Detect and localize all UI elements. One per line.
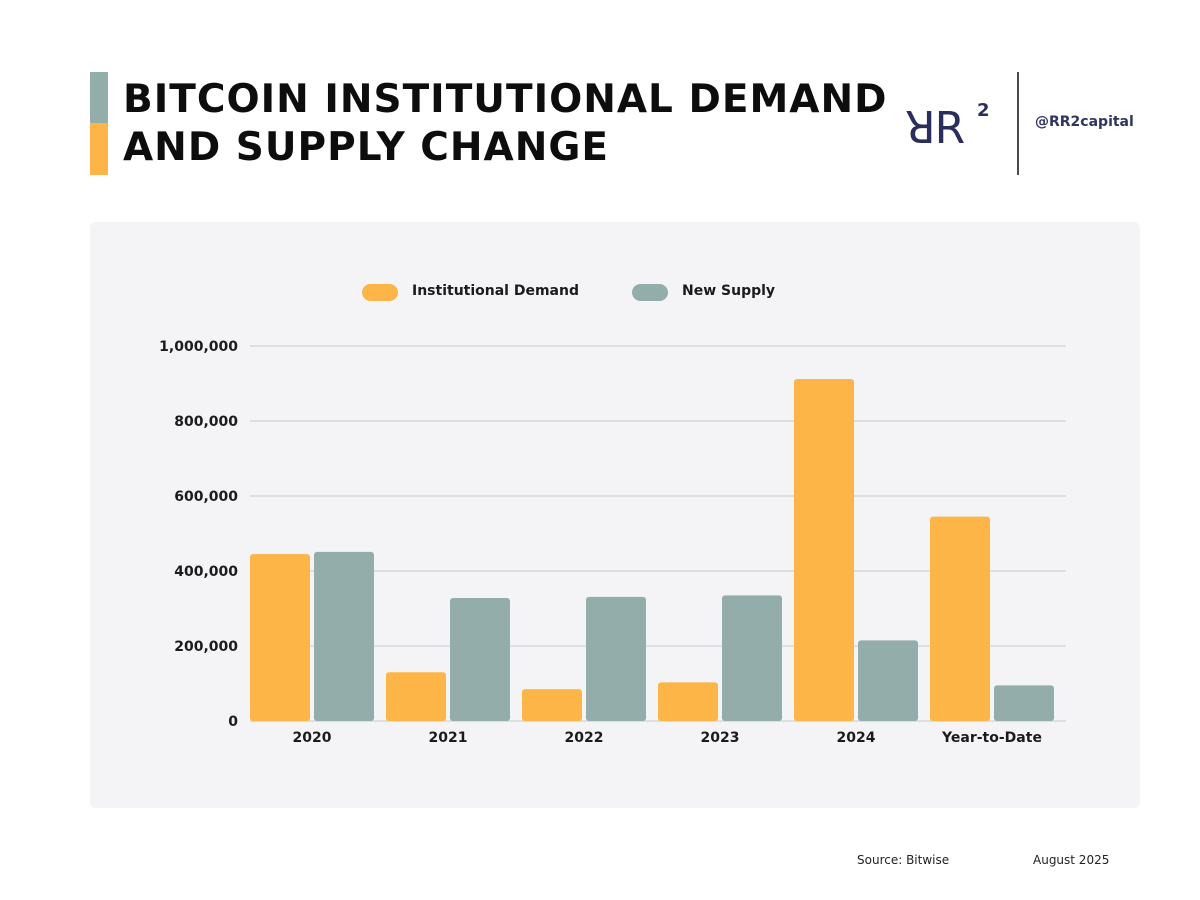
- logo-text: ꓤR: [905, 103, 965, 148]
- logo-divider: [1017, 72, 1019, 175]
- x-tick-label: Year-to-Date: [941, 730, 1042, 746]
- legend-swatch-institutional-demand: [362, 284, 398, 301]
- y-tick-label: 800,000: [174, 414, 238, 430]
- bar-new-supply: [586, 596, 646, 721]
- legend-swatch-new-supply: [632, 284, 668, 301]
- rr2-logo: ꓤR 2: [905, 100, 990, 148]
- bar-new-supply: [722, 595, 782, 721]
- bar-new-supply: [994, 685, 1054, 721]
- bar-institutional-demand: [658, 682, 718, 721]
- x-tick-label: 2023: [701, 730, 740, 746]
- bar-new-supply: [858, 640, 918, 721]
- y-tick-label: 400,000: [174, 564, 238, 580]
- page-title: BITCOIN INSTITUTIONAL DEMAND AND SUPPLY …: [123, 76, 888, 172]
- y-tick-label: 200,000: [174, 639, 238, 655]
- accent-bar-top: [90, 72, 108, 123]
- source-note: Source: Bitwise: [857, 853, 950, 867]
- bar-institutional-demand: [930, 516, 990, 721]
- x-tick-label: 2021: [429, 730, 468, 746]
- y-tick-label: 1,000,000: [159, 339, 238, 355]
- x-tick-label: 2024: [837, 730, 876, 746]
- title-accent-bar: [90, 72, 108, 175]
- y-tick-label: 0: [228, 714, 238, 730]
- bar-new-supply: [450, 598, 510, 721]
- date-note: August 2025: [1033, 853, 1110, 867]
- legend-label-new-supply: New Supply: [682, 283, 776, 299]
- bar-institutional-demand: [250, 554, 310, 721]
- title-line-2: AND SUPPLY CHANGE: [123, 125, 610, 170]
- legend-label-institutional-demand: Institutional Demand: [412, 283, 579, 299]
- x-tick-label: 2020: [293, 730, 332, 746]
- title-line-1: BITCOIN INSTITUTIONAL DEMAND: [123, 77, 888, 122]
- bar-institutional-demand: [386, 672, 446, 721]
- bar-institutional-demand: [522, 689, 582, 721]
- y-tick-label: 600,000: [174, 489, 238, 505]
- logo-superscript: 2: [977, 100, 990, 121]
- bar-institutional-demand: [794, 379, 854, 721]
- x-tick-label: 2022: [565, 730, 604, 746]
- accent-bar-bottom: [90, 123, 108, 175]
- bar-new-supply: [314, 551, 374, 721]
- social-handle: @RR2capital: [1035, 114, 1134, 130]
